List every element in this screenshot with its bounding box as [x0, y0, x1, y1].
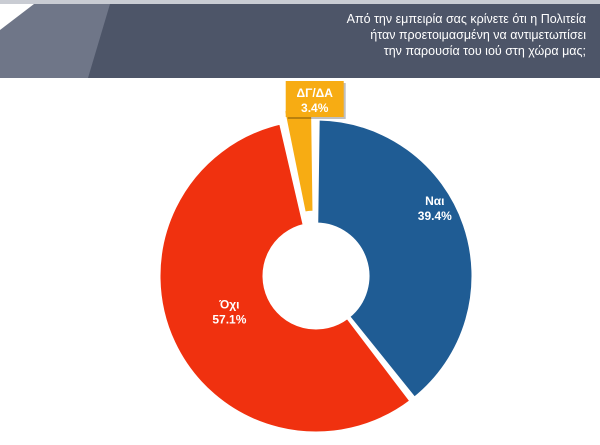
question-line-1: Από την εμπειρία σας κρίνετε ότι η Πολιτ…: [346, 12, 586, 26]
slice-category-label: Ναι: [425, 194, 444, 208]
slice-category-label: ΔΓ/ΔΑ: [296, 86, 333, 100]
slice-value-label: 39.4%: [418, 209, 452, 223]
question-line-2: ήταν προετοιμασμένη να αντιμετωπίσει: [370, 28, 586, 42]
slice-value-label: 57.1%: [212, 312, 246, 326]
header-band: [0, 0, 600, 78]
header-accent-stripe: [0, 0, 600, 4]
chart-question: Από την εμπειρία σας κρίνετε ότι η Πολιτ…: [256, 11, 586, 59]
donut-slice-2: [157, 121, 414, 435]
question-line-3: την παρουσία του ιού στη χώρα μας;: [383, 44, 586, 58]
donut-slice-1: [315, 117, 475, 401]
slice-value-label: 3.4%: [301, 101, 329, 115]
callout-box: [285, 81, 344, 117]
header-accent: [0, 4, 120, 78]
header-band-fill: [88, 4, 600, 78]
donut-slices: [157, 105, 475, 435]
slice-category-label: Όχι: [218, 297, 239, 311]
